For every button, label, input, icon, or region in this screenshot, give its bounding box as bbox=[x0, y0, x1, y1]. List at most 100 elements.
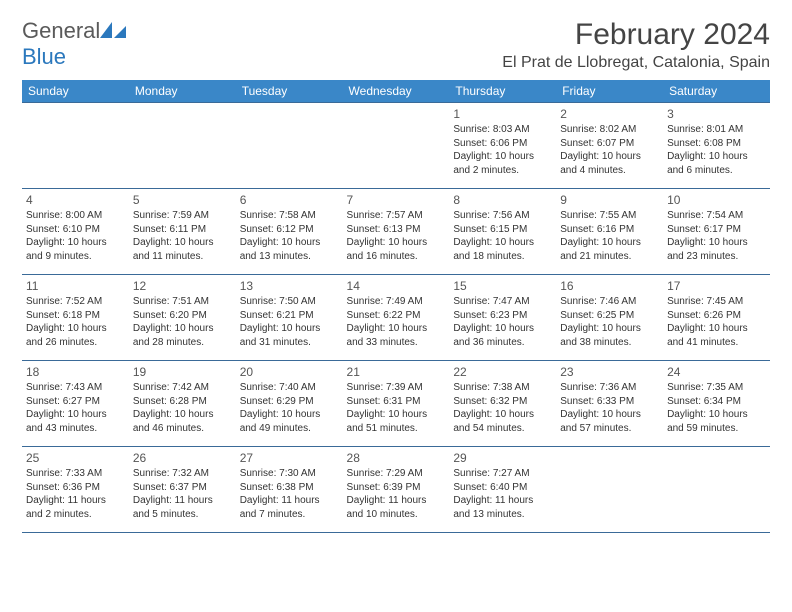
calendar-day-cell: 23Sunrise: 7:36 AMSunset: 6:33 PMDayligh… bbox=[556, 361, 663, 447]
daylight-text: and 57 minutes. bbox=[560, 422, 659, 436]
daylight-text: Daylight: 10 hours bbox=[133, 408, 232, 422]
calendar-body: 1Sunrise: 8:03 AMSunset: 6:06 PMDaylight… bbox=[22, 103, 770, 533]
sunset-text: Sunset: 6:12 PM bbox=[240, 223, 339, 237]
calendar-day-cell: 8Sunrise: 7:56 AMSunset: 6:15 PMDaylight… bbox=[449, 189, 556, 275]
daylight-text: and 41 minutes. bbox=[667, 336, 766, 350]
day-number: 13 bbox=[240, 278, 339, 294]
daylight-text: Daylight: 10 hours bbox=[560, 322, 659, 336]
sunset-text: Sunset: 6:26 PM bbox=[667, 309, 766, 323]
sunrise-text: Sunrise: 7:33 AM bbox=[26, 467, 125, 481]
sunrise-text: Sunrise: 7:59 AM bbox=[133, 209, 232, 223]
sunrise-text: Sunrise: 7:56 AM bbox=[453, 209, 552, 223]
daylight-text: Daylight: 10 hours bbox=[560, 150, 659, 164]
daylight-text: Daylight: 10 hours bbox=[133, 322, 232, 336]
calendar-day-cell: 10Sunrise: 7:54 AMSunset: 6:17 PMDayligh… bbox=[663, 189, 770, 275]
day-number: 16 bbox=[560, 278, 659, 294]
weekday-header: Friday bbox=[556, 80, 663, 103]
daylight-text: and 11 minutes. bbox=[133, 250, 232, 264]
calendar-day-cell bbox=[22, 103, 129, 189]
daylight-text: and 7 minutes. bbox=[240, 508, 339, 522]
sunrise-text: Sunrise: 7:32 AM bbox=[133, 467, 232, 481]
sunrise-text: Sunrise: 7:35 AM bbox=[667, 381, 766, 395]
daylight-text: Daylight: 10 hours bbox=[453, 408, 552, 422]
calendar-day-cell: 16Sunrise: 7:46 AMSunset: 6:25 PMDayligh… bbox=[556, 275, 663, 361]
location-subtitle: El Prat de Llobregat, Catalonia, Spain bbox=[502, 54, 770, 72]
sunset-text: Sunset: 6:11 PM bbox=[133, 223, 232, 237]
sunset-text: Sunset: 6:29 PM bbox=[240, 395, 339, 409]
daylight-text: Daylight: 10 hours bbox=[347, 322, 446, 336]
sunset-text: Sunset: 6:15 PM bbox=[453, 223, 552, 237]
daylight-text: Daylight: 10 hours bbox=[453, 150, 552, 164]
month-title: February 2024 bbox=[502, 18, 770, 52]
calendar-day-cell bbox=[236, 103, 343, 189]
calendar-day-cell bbox=[556, 447, 663, 533]
sunrise-text: Sunrise: 7:42 AM bbox=[133, 381, 232, 395]
calendar-day-cell: 3Sunrise: 8:01 AMSunset: 6:08 PMDaylight… bbox=[663, 103, 770, 189]
day-number: 21 bbox=[347, 364, 446, 380]
day-number: 5 bbox=[133, 192, 232, 208]
sunset-text: Sunset: 6:08 PM bbox=[667, 137, 766, 151]
day-number: 7 bbox=[347, 192, 446, 208]
sunrise-text: Sunrise: 7:38 AM bbox=[453, 381, 552, 395]
daylight-text: Daylight: 11 hours bbox=[26, 494, 125, 508]
calendar-day-cell: 5Sunrise: 7:59 AMSunset: 6:11 PMDaylight… bbox=[129, 189, 236, 275]
calendar-day-cell: 15Sunrise: 7:47 AMSunset: 6:23 PMDayligh… bbox=[449, 275, 556, 361]
day-number: 27 bbox=[240, 450, 339, 466]
weekday-header: Wednesday bbox=[343, 80, 450, 103]
sunset-text: Sunset: 6:37 PM bbox=[133, 481, 232, 495]
sunrise-text: Sunrise: 7:39 AM bbox=[347, 381, 446, 395]
daylight-text: and 46 minutes. bbox=[133, 422, 232, 436]
sunset-text: Sunset: 6:21 PM bbox=[240, 309, 339, 323]
sunrise-text: Sunrise: 7:47 AM bbox=[453, 295, 552, 309]
day-number: 14 bbox=[347, 278, 446, 294]
daylight-text: Daylight: 10 hours bbox=[240, 236, 339, 250]
sunrise-text: Sunrise: 7:54 AM bbox=[667, 209, 766, 223]
calendar-day-cell: 27Sunrise: 7:30 AMSunset: 6:38 PMDayligh… bbox=[236, 447, 343, 533]
sunrise-text: Sunrise: 7:58 AM bbox=[240, 209, 339, 223]
sunrise-text: Sunrise: 7:55 AM bbox=[560, 209, 659, 223]
day-number: 18 bbox=[26, 364, 125, 380]
daylight-text: and 9 minutes. bbox=[26, 250, 125, 264]
sunrise-text: Sunrise: 7:43 AM bbox=[26, 381, 125, 395]
daylight-text: and 2 minutes. bbox=[26, 508, 125, 522]
daylight-text: and 28 minutes. bbox=[133, 336, 232, 350]
sunset-text: Sunset: 6:39 PM bbox=[347, 481, 446, 495]
sunset-text: Sunset: 6:20 PM bbox=[133, 309, 232, 323]
daylight-text: Daylight: 10 hours bbox=[560, 408, 659, 422]
daylight-text: Daylight: 10 hours bbox=[560, 236, 659, 250]
day-number: 8 bbox=[453, 192, 552, 208]
day-number: 1 bbox=[453, 106, 552, 122]
daylight-text: and 54 minutes. bbox=[453, 422, 552, 436]
day-number: 23 bbox=[560, 364, 659, 380]
day-number: 19 bbox=[133, 364, 232, 380]
calendar-week-row: 18Sunrise: 7:43 AMSunset: 6:27 PM Dayligh… bbox=[22, 361, 770, 447]
sunset-text: Sunset: 6:13 PM bbox=[347, 223, 446, 237]
sunrise-text: Sunrise: 8:00 AM bbox=[26, 209, 125, 223]
daylight-text: Daylight: 10 hours bbox=[26, 236, 125, 250]
daylight-text: and 13 minutes. bbox=[453, 508, 552, 522]
weekday-header: Sunday bbox=[22, 80, 129, 103]
daylight-text: Daylight: 10 hours bbox=[667, 150, 766, 164]
brand-logo: General Blue bbox=[22, 18, 126, 70]
daylight-text: Daylight: 10 hours bbox=[667, 236, 766, 250]
daylight-text: Daylight: 10 hours bbox=[347, 236, 446, 250]
calendar-day-cell: 7Sunrise: 7:57 AMSunset: 6:13 PMDaylight… bbox=[343, 189, 450, 275]
sunrise-text: Sunrise: 7:57 AM bbox=[347, 209, 446, 223]
calendar-week-row: 4Sunrise: 8:00 AMSunset: 6:10 PMDaylight… bbox=[22, 189, 770, 275]
daylight-text: and 21 minutes. bbox=[560, 250, 659, 264]
weekday-header: Tuesday bbox=[236, 80, 343, 103]
calendar-day-cell: 6Sunrise: 7:58 AMSunset: 6:12 PMDaylight… bbox=[236, 189, 343, 275]
sunset-text: Sunset: 6:33 PM bbox=[560, 395, 659, 409]
daylight-text: Daylight: 11 hours bbox=[453, 494, 552, 508]
sunset-text: Sunset: 6:27 PM bbox=[26, 395, 125, 409]
calendar-day-cell bbox=[129, 103, 236, 189]
daylight-text: Daylight: 10 hours bbox=[347, 408, 446, 422]
day-number: 25 bbox=[26, 450, 125, 466]
day-number: 29 bbox=[453, 450, 552, 466]
daylight-text: and 26 minutes. bbox=[26, 336, 125, 350]
calendar-day-cell: 22Sunrise: 7:38 AMSunset: 6:32 PMDayligh… bbox=[449, 361, 556, 447]
calendar-day-cell: 18Sunrise: 7:43 AMSunset: 6:27 PMDayligh… bbox=[22, 361, 129, 447]
calendar-day-cell: 14Sunrise: 7:49 AMSunset: 6:22 PMDayligh… bbox=[343, 275, 450, 361]
day-number: 9 bbox=[560, 192, 659, 208]
sunset-text: Sunset: 6:16 PM bbox=[560, 223, 659, 237]
